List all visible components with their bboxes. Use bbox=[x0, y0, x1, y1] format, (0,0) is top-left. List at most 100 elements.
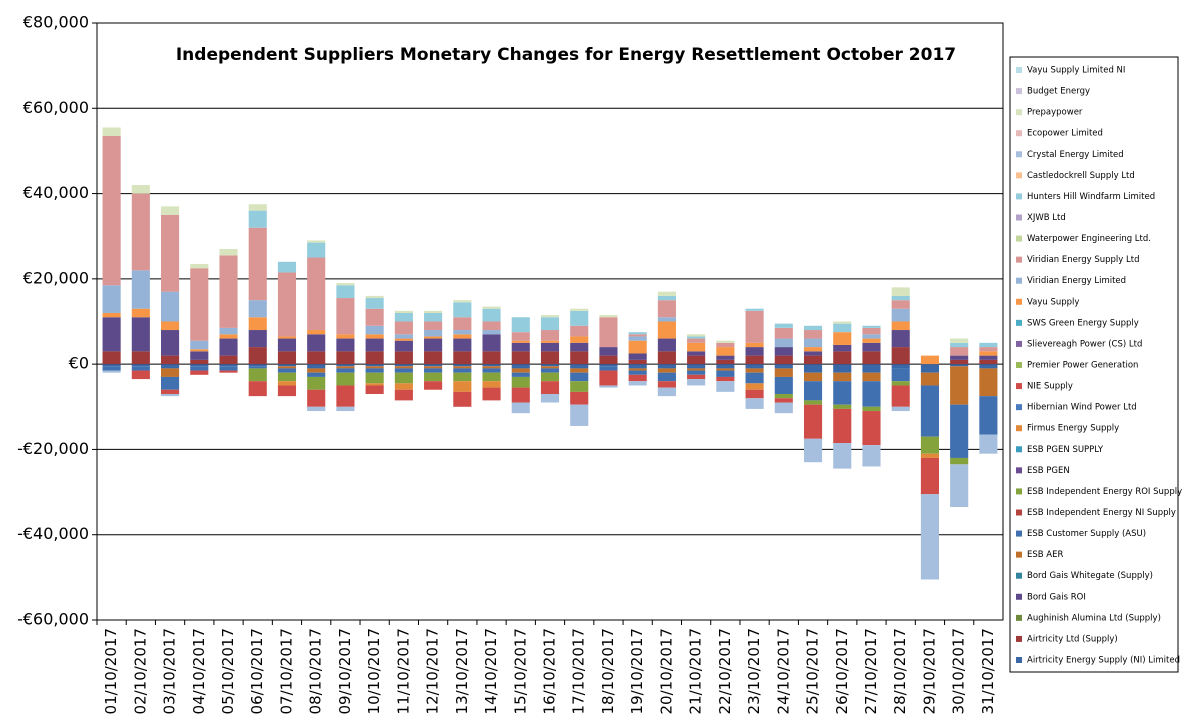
bar-segment bbox=[219, 338, 238, 356]
bar-segment bbox=[277, 385, 297, 397]
bar-segment bbox=[394, 310, 413, 313]
legend-label: Crystal Energy Limited bbox=[1027, 150, 1124, 160]
bar-segment bbox=[540, 330, 560, 341]
bar-segment bbox=[803, 400, 823, 405]
bar-segment bbox=[219, 249, 238, 256]
legend-swatch bbox=[1016, 256, 1022, 263]
bar-segment bbox=[774, 338, 793, 348]
bar-segment bbox=[365, 338, 384, 352]
bar-segment bbox=[570, 368, 589, 373]
bar-segment bbox=[102, 136, 121, 286]
x-tick-label: 05/10/2017 bbox=[219, 628, 237, 714]
bar-segment bbox=[394, 372, 413, 384]
x-tick-label: 19/10/2017 bbox=[628, 628, 646, 714]
legend-swatch bbox=[1016, 214, 1022, 221]
bar-segment bbox=[803, 438, 823, 463]
legend-label: Slievereagh Power (CS) Ltd bbox=[1027, 339, 1142, 349]
bar-segment bbox=[540, 372, 560, 382]
bar-segment bbox=[453, 338, 472, 352]
legend-box bbox=[1009, 56, 1179, 673]
bar-segment bbox=[862, 351, 881, 365]
bar-segment bbox=[891, 385, 910, 407]
bar-segment bbox=[657, 338, 676, 352]
bar-segment bbox=[131, 364, 150, 367]
bar-segment bbox=[307, 364, 326, 369]
legend-swatch bbox=[1016, 657, 1022, 663]
bar-segment bbox=[891, 347, 910, 365]
bar-segment bbox=[891, 300, 910, 309]
bar-segment bbox=[424, 372, 443, 382]
bar-segment bbox=[540, 366, 560, 369]
bar-segment bbox=[248, 300, 267, 318]
y-tick-label: €80,000 bbox=[23, 13, 89, 32]
bar-segment bbox=[774, 393, 793, 399]
x-tick-label: 23/10/2017 bbox=[745, 628, 763, 714]
bar-segment bbox=[511, 317, 530, 333]
bar-segment bbox=[482, 387, 501, 401]
bar-segment bbox=[979, 359, 998, 365]
bar-segment bbox=[482, 308, 501, 322]
bar-segment bbox=[248, 381, 267, 397]
bar-segment bbox=[336, 366, 355, 369]
bar-segment bbox=[424, 364, 443, 367]
bar-segment bbox=[453, 302, 472, 318]
bar-segment bbox=[511, 387, 530, 403]
y-tick-label: €20,000 bbox=[23, 268, 89, 287]
legend-label: Aughinish Alumina Ltd (Supply) bbox=[1027, 613, 1161, 623]
bar-segment bbox=[482, 321, 501, 331]
legend-swatch bbox=[1016, 425, 1022, 432]
legend-label: Firmus Energy Supply bbox=[1027, 424, 1119, 434]
bar-segment bbox=[365, 295, 384, 299]
bar-segment bbox=[102, 366, 121, 371]
bar-segment bbox=[482, 372, 501, 382]
bar-segment bbox=[365, 308, 384, 326]
bar-segment bbox=[161, 214, 180, 292]
bar-segment bbox=[482, 364, 501, 367]
bar-segment bbox=[453, 381, 472, 392]
bar-segment bbox=[424, 330, 443, 337]
bar-segment bbox=[628, 334, 647, 337]
bar-segment bbox=[628, 370, 647, 375]
bar-segment bbox=[190, 268, 209, 341]
legend-label: XJWB Ltd bbox=[1027, 213, 1066, 223]
bar-segment bbox=[950, 366, 969, 405]
bar-segment bbox=[803, 364, 823, 373]
bar-segment bbox=[482, 368, 501, 373]
bar-segment bbox=[394, 366, 413, 369]
y-tick-label: -€20,000 bbox=[17, 439, 89, 458]
bar-segment bbox=[394, 340, 413, 352]
bar-segment bbox=[424, 381, 443, 390]
bar-segment bbox=[862, 342, 881, 352]
bar-segment bbox=[979, 364, 998, 369]
bar-segment bbox=[277, 381, 297, 386]
bar-segment bbox=[774, 398, 793, 403]
bar-segment bbox=[161, 368, 180, 377]
bar-segment bbox=[716, 340, 735, 343]
bar-segment bbox=[131, 193, 150, 271]
legend-swatch bbox=[1016, 509, 1022, 516]
bar-segment bbox=[862, 325, 881, 328]
bar-segment bbox=[307, 240, 326, 243]
x-tick-label: 25/10/2017 bbox=[804, 628, 822, 714]
bar-segment bbox=[161, 206, 180, 215]
bar-segment bbox=[803, 351, 823, 356]
bar-segment bbox=[482, 381, 501, 388]
x-tick-label: 08/10/2017 bbox=[307, 628, 325, 714]
legend-label: Waterpower Engineering Ltd. bbox=[1027, 234, 1151, 244]
legend-label: Prepaypower bbox=[1027, 108, 1083, 118]
x-tick-label: 18/10/2017 bbox=[599, 628, 617, 714]
legend-label: Airtricity Ltd (Supply) bbox=[1027, 634, 1118, 644]
bar-segment bbox=[716, 364, 735, 369]
bar-segment bbox=[657, 317, 676, 322]
bar-segment bbox=[833, 364, 852, 373]
bar-segment bbox=[540, 351, 560, 365]
bar-segment bbox=[745, 355, 764, 365]
bar-segment bbox=[687, 338, 706, 343]
bar-segment bbox=[248, 368, 267, 382]
bar-segment bbox=[277, 338, 297, 352]
bar-segment bbox=[862, 381, 881, 407]
bar-segment bbox=[570, 372, 589, 382]
bar-segment bbox=[511, 368, 530, 373]
bar-segment bbox=[862, 406, 881, 412]
bar-segment bbox=[277, 272, 297, 337]
